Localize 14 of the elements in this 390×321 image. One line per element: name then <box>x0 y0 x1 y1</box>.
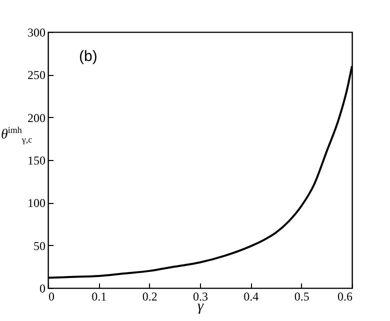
y-tick-label: 300 <box>28 26 46 40</box>
x-tick-label: 0.1 <box>92 290 107 304</box>
x-tick-label: 0.6 <box>338 290 352 304</box>
x-tick-label: 0.4 <box>244 290 259 304</box>
annotation: (b) <box>79 48 98 65</box>
x-tick-label: 0.5 <box>294 290 310 304</box>
y-tick-label: 150 <box>28 154 46 168</box>
x-tick-label: 0.3 <box>193 290 208 304</box>
y-tick-label: 200 <box>28 110 46 125</box>
y-tick-label: 50 <box>34 238 46 253</box>
x-tick-label: 0 <box>48 290 54 304</box>
y-tick-label: 100 <box>28 196 46 210</box>
x-tick-label: 0.2 <box>142 290 158 304</box>
y-tick-label: 250 <box>28 68 46 82</box>
